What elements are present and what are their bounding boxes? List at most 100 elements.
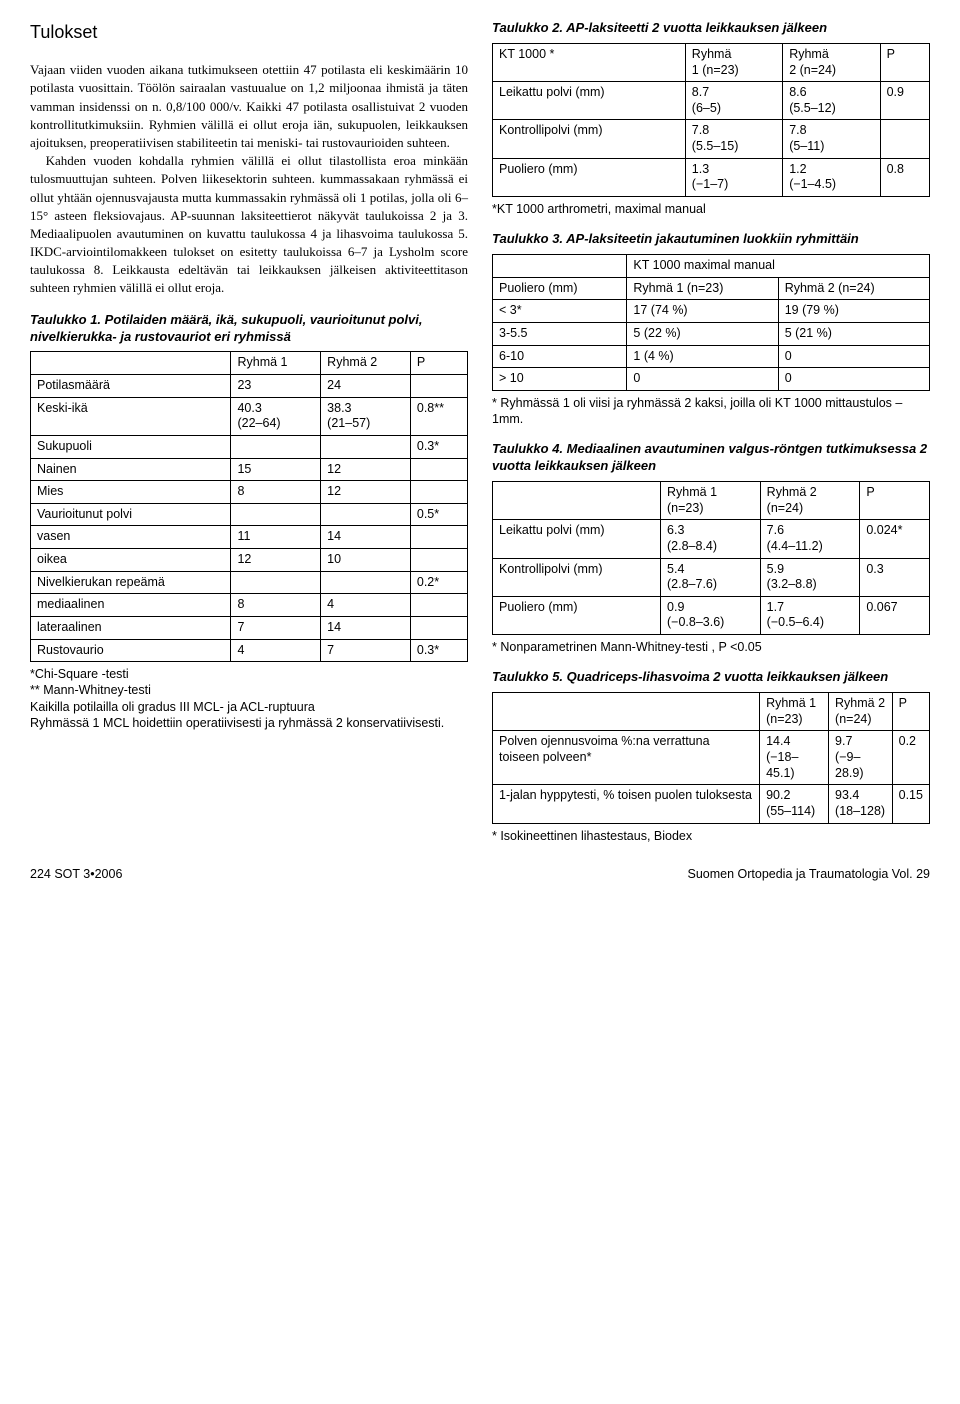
cell: 0.3* xyxy=(410,639,467,662)
cell: 0.5* xyxy=(410,503,467,526)
cell: 4 xyxy=(231,639,321,662)
table2-footnote: *KT 1000 arthrometri, maximal manual xyxy=(492,201,930,217)
cell: 7.8(5–11) xyxy=(783,120,880,158)
table1-h1 xyxy=(31,352,231,375)
table1-footnote: *Chi-Square -testi ** Mann-Whitney-testi… xyxy=(30,666,468,731)
cell: 14.4(−18–45.1) xyxy=(760,731,829,785)
cell xyxy=(410,375,467,398)
page-footer: 224 SOT 3•2006 Suomen Ortopedia ja Traum… xyxy=(30,866,930,884)
cell: 5 (21 %) xyxy=(778,322,929,345)
table4-footnote: * Nonparametrinen Mann-Whitney-testi , P… xyxy=(492,639,930,655)
cell: 6-10 xyxy=(493,345,627,368)
cell: Nivelkierukan repeämä xyxy=(31,571,231,594)
cell: 1.3(−1–7) xyxy=(685,158,782,196)
cell: mediaalinen xyxy=(31,594,231,617)
cell: Nainen xyxy=(31,458,231,481)
cell xyxy=(321,503,411,526)
cell: KT 1000 maximal manual xyxy=(627,255,930,278)
cell: Puoliero (mm) xyxy=(493,277,627,300)
cell: 93.4(18–128) xyxy=(829,785,893,823)
cell: P xyxy=(892,693,929,731)
table2-title: Taulukko 2. AP-laksiteetti 2 vuotta leik… xyxy=(492,20,930,37)
cell: 0.2* xyxy=(410,571,467,594)
table3: KT 1000 maximal manual Puoliero (mm) Ryhm… xyxy=(492,254,930,391)
cell: 5.9(3.2–8.8) xyxy=(760,558,860,596)
cell: Ryhmä 1(n=23) xyxy=(760,693,829,731)
cell: Puoliero (mm) xyxy=(493,596,661,634)
cell xyxy=(231,571,321,594)
cell: Mies xyxy=(31,481,231,504)
cell: 7 xyxy=(231,616,321,639)
table1-h3: Ryhmä 2 xyxy=(321,352,411,375)
cell: Ryhmä2 (n=24) xyxy=(783,43,880,81)
cell: Ryhmä 2(n=24) xyxy=(829,693,893,731)
table1-h4: P xyxy=(410,352,467,375)
cell: 5 (22 %) xyxy=(627,322,778,345)
cell: P xyxy=(880,43,929,81)
cell: Ryhmä1 (n=23) xyxy=(685,43,782,81)
cell xyxy=(410,458,467,481)
cell xyxy=(231,503,321,526)
cell: 8 xyxy=(231,481,321,504)
cell: 7.6(4.4–11.2) xyxy=(760,520,860,558)
cell: Vaurioitunut polvi xyxy=(31,503,231,526)
cell xyxy=(410,481,467,504)
table5-footnote: * Isokineettinen lihastestaus, Biodex xyxy=(492,828,930,844)
table5: Ryhmä 1(n=23)Ryhmä 2(n=24)P Polven ojenn… xyxy=(492,692,930,823)
cell: 8.7(6–5) xyxy=(685,82,782,120)
cell: Ryhmä 2 (n=24) xyxy=(778,277,929,300)
table2: KT 1000 * Ryhmä1 (n=23) Ryhmä2 (n=24) P … xyxy=(492,43,930,197)
cell: 0.2 xyxy=(892,731,929,785)
cell: 0 xyxy=(778,368,929,391)
cell: 17 (74 %) xyxy=(627,300,778,323)
cell: Potilasmäärä xyxy=(31,375,231,398)
cell: 0.9(−0.8–3.6) xyxy=(661,596,761,634)
cell: Kontrollipolvi (mm) xyxy=(493,558,661,596)
cell: Ryhmä 2(n=24) xyxy=(760,482,860,520)
cell: 6.3(2.8–8.4) xyxy=(661,520,761,558)
cell: lateraalinen xyxy=(31,616,231,639)
footer-right: Suomen Ortopedia ja Traumatologia Vol. 2… xyxy=(687,866,930,884)
cell: 0.8** xyxy=(410,397,467,435)
cell xyxy=(410,526,467,549)
cell xyxy=(231,435,321,458)
cell xyxy=(880,120,929,158)
cell: 0 xyxy=(778,345,929,368)
table1-h2: Ryhmä 1 xyxy=(231,352,321,375)
cell: 1-jalan hyppytesti, % toisen puolen tulo… xyxy=(493,785,760,823)
table3-title: Taulukko 3. AP-laksiteetin jakautuminen … xyxy=(492,231,930,248)
table4-title: Taulukko 4. Mediaalinen avautuminen valg… xyxy=(492,441,930,475)
cell xyxy=(410,549,467,572)
cell: 38.3(21–57) xyxy=(321,397,411,435)
cell: 0.067 xyxy=(860,596,930,634)
cell: 0.024* xyxy=(860,520,930,558)
table5-title: Taulukko 5. Quadriceps-lihasvoima 2 vuot… xyxy=(492,669,930,686)
cell: Leikattu polvi (mm) xyxy=(493,520,661,558)
cell: Kontrollipolvi (mm) xyxy=(493,120,686,158)
cell xyxy=(493,693,760,731)
cell: 1.2(−1–4.5) xyxy=(783,158,880,196)
cell xyxy=(321,571,411,594)
cell: 40.3(22–64) xyxy=(231,397,321,435)
cell: Puoliero (mm) xyxy=(493,158,686,196)
table1-title: Taulukko 1. Potilaiden määrä, ikä, sukup… xyxy=(30,312,468,346)
cell: P xyxy=(860,482,930,520)
cell: vasen xyxy=(31,526,231,549)
cell: 24 xyxy=(321,375,411,398)
cell: 7 xyxy=(321,639,411,662)
cell xyxy=(321,435,411,458)
cell: 11 xyxy=(231,526,321,549)
cell: 8 xyxy=(231,594,321,617)
cell: Ryhmä 1(n=23) xyxy=(661,482,761,520)
cell: Polven ojennusvoima %:na verrattuna tois… xyxy=(493,731,760,785)
cell: 4 xyxy=(321,594,411,617)
cell xyxy=(410,594,467,617)
cell: Keski-ikä xyxy=(31,397,231,435)
body-para-2: Kahden vuoden kohdalla ryhmien välillä e… xyxy=(30,152,468,298)
cell: 0.9 xyxy=(880,82,929,120)
section-title: Tulokset xyxy=(30,20,468,45)
cell: oikea xyxy=(31,549,231,572)
cell: 12 xyxy=(321,481,411,504)
cell: 14 xyxy=(321,526,411,549)
cell: > 10 xyxy=(493,368,627,391)
